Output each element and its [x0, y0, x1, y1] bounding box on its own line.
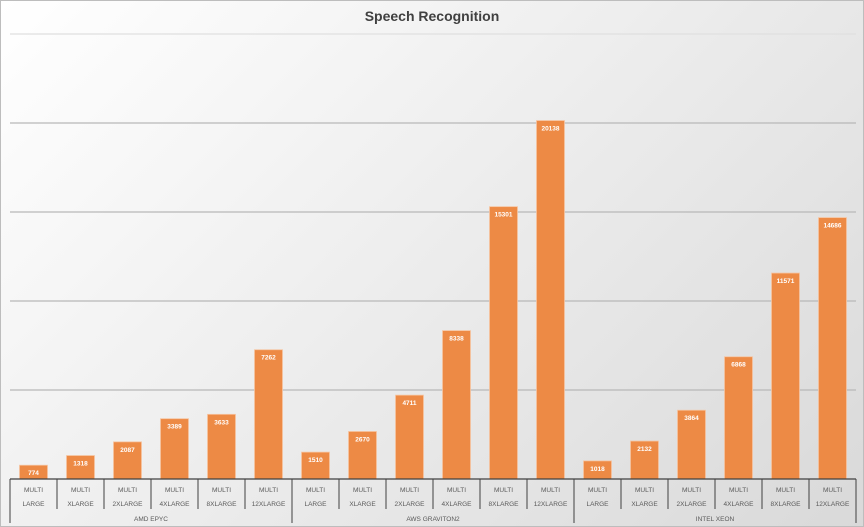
bar: [113, 441, 142, 480]
bar: [348, 431, 377, 480]
bar: [442, 330, 471, 480]
data-label: 2670: [355, 436, 370, 443]
data-label: 11571: [777, 278, 795, 285]
data-label: 2087: [120, 447, 135, 454]
tick-label: MULTI: [259, 487, 278, 494]
tick-label: MULTI: [447, 487, 466, 494]
data-label: 20138: [541, 126, 559, 133]
data-label: 8338: [449, 336, 464, 343]
data-label: 1318: [73, 461, 88, 468]
bar: [489, 206, 518, 480]
bar: [301, 451, 330, 480]
data-label: 3633: [214, 419, 229, 426]
tick-label: LARGE: [586, 501, 609, 508]
data-label: 774: [28, 470, 39, 477]
tick-label: 2XLARGE: [113, 501, 144, 508]
data-label: 7262: [261, 355, 276, 362]
tick-label: 4XLARGE: [160, 501, 191, 508]
data-label: 3389: [167, 424, 182, 431]
tick-label: MULTI: [306, 487, 325, 494]
tick-label: 4XLARGE: [442, 501, 473, 508]
bar: [818, 217, 847, 480]
data-label: 1018: [590, 466, 605, 473]
tick-label: MULTI: [71, 487, 90, 494]
group-label: AWS GRAVITON2: [406, 516, 460, 523]
data-label: 1510: [308, 457, 323, 464]
bar: [207, 413, 236, 480]
tick-label: 8XLARGE: [207, 501, 238, 508]
bar: [771, 272, 800, 480]
tick-label: MULTI: [541, 487, 560, 494]
data-label: 6868: [731, 362, 746, 369]
tick-label: MULTI: [165, 487, 184, 494]
tick-label: 12XLARGE: [534, 501, 568, 508]
tick-label: 8XLARGE: [771, 501, 802, 508]
tick-label: MULTI: [400, 487, 419, 494]
bar: [160, 418, 189, 480]
bar: [536, 120, 565, 480]
tick-label: MULTI: [353, 487, 372, 494]
tick-label: XLARGE: [67, 501, 94, 508]
bar: [254, 349, 283, 480]
tick-label: 2XLARGE: [677, 501, 708, 508]
tick-label: XLARGE: [631, 501, 658, 508]
bar: [395, 394, 424, 480]
tick-label: MULTI: [823, 487, 842, 494]
tick-label: MULTI: [494, 487, 513, 494]
tick-label: MULTI: [118, 487, 137, 494]
tick-label: MULTI: [588, 487, 607, 494]
data-label: 2132: [637, 446, 652, 453]
group-label: AMD EPYC: [134, 516, 168, 523]
tick-label: XLARGE: [349, 501, 376, 508]
tick-label: MULTI: [635, 487, 654, 494]
data-label: 3864: [684, 415, 699, 422]
data-label: 4711: [402, 400, 416, 407]
group-label: INTEL XEON: [696, 516, 735, 523]
tick-label: MULTI: [212, 487, 231, 494]
tick-label: MULTI: [776, 487, 795, 494]
tick-label: MULTI: [24, 487, 43, 494]
data-label: 15301: [494, 212, 512, 219]
tick-label: 4XLARGE: [724, 501, 755, 508]
tick-label: MULTI: [729, 487, 748, 494]
data-label: 14686: [823, 223, 841, 230]
bar: [677, 409, 706, 480]
chart-title: Speech Recognition: [364, 8, 500, 24]
tick-label: 12XLARGE: [816, 501, 850, 508]
tick-label: LARGE: [22, 501, 45, 508]
tick-label: 8XLARGE: [489, 501, 520, 508]
tick-label: LARGE: [304, 501, 327, 508]
tick-label: 2XLARGE: [395, 501, 426, 508]
bar: [724, 356, 753, 480]
tick-label: 12XLARGE: [252, 501, 286, 508]
tick-label: MULTI: [682, 487, 701, 494]
